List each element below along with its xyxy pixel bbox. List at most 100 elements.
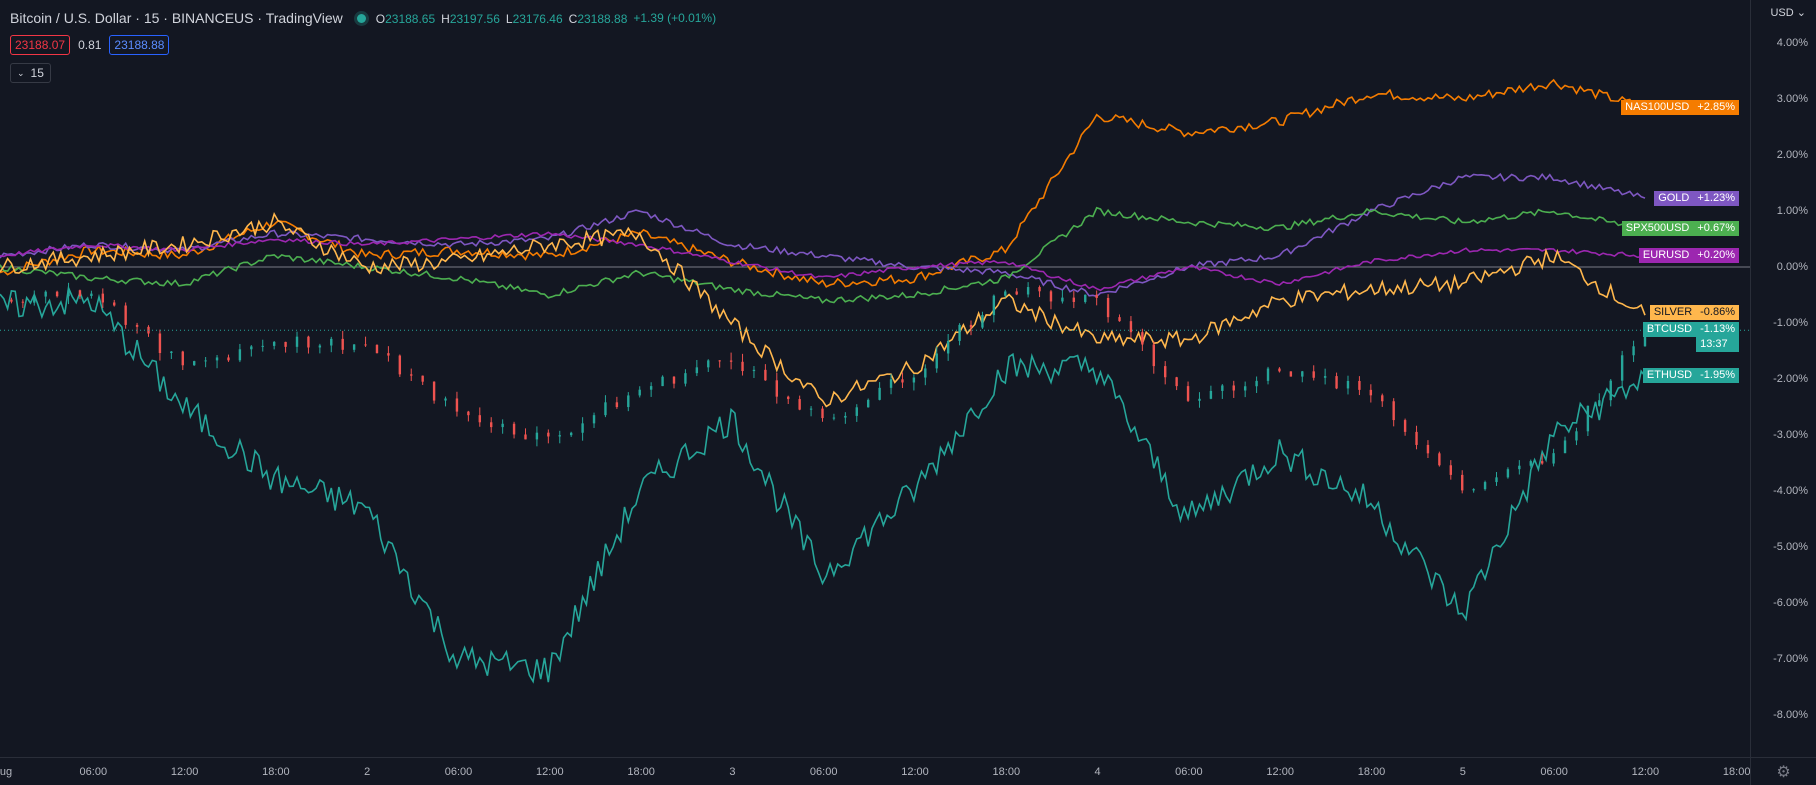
time-tick: 12:00 [901,766,929,778]
symbol-name: NAS100USD [1621,100,1694,115]
candle-body [1049,291,1053,302]
candle-body [1358,380,1361,390]
candle-body [1461,474,1464,491]
candle-body [1038,287,1041,292]
candle-body [21,301,25,303]
symbol-badge-spx500usd[interactable]: SPX500USD +0.67% [1621,221,1739,236]
candle-body [1586,405,1590,432]
market-status-icon [356,13,366,23]
candle-body [1072,297,1076,302]
candle-body [1141,332,1144,345]
candle-body [1369,389,1373,396]
candle-body [969,324,973,328]
candle-body [193,361,196,366]
candle-body [1106,297,1110,318]
ohlc-value: 23176.46 [512,12,563,26]
candle-body [1632,346,1635,356]
candle-body [535,432,539,440]
candle-body [1232,385,1235,391]
candle-body [55,291,59,297]
candle-body [821,408,824,419]
candle-body [44,291,47,297]
candle-body [1609,380,1612,401]
price-tick: -4.00% [1773,485,1808,497]
candle-body [1529,461,1532,466]
candle-body [524,434,527,440]
candle-body [1495,477,1498,483]
price-tick: 2.00% [1776,149,1808,161]
symbol-value: -0.86% [1696,305,1739,320]
ohlc-key: C [568,12,578,26]
price-scale[interactable]: USD ⌄ 4.00% 3.00% 2.00% 1.00% 0.00% -1.00% -2.… [1750,0,1816,757]
chevron-down-icon: ⌄ [1793,7,1806,19]
candle-body [684,373,687,384]
bar-countdown: 13:37 [1700,338,1728,350]
candle-body [375,344,379,354]
candle-body [1403,420,1407,432]
buy-price-button[interactable]: 23188.88 [109,35,170,55]
series-line-gold [0,172,1646,298]
price-tick: -3.00% [1773,429,1808,441]
candle-body [1118,317,1121,322]
candle-body [10,299,13,302]
settings-gear-icon[interactable]: ⚙ [1750,757,1816,785]
price-tick: -8.00% [1773,709,1808,721]
comparison-chart[interactable] [0,0,1750,757]
candle-body [764,369,767,381]
candle-body [135,324,139,327]
symbol-badge-eurusd[interactable]: EURUSD +0.20% [1638,248,1739,263]
candle-body [455,398,459,412]
candle-body [352,344,356,350]
time-tick: 18:00 [1357,766,1386,778]
candle-body [775,380,779,397]
symbol-name: BTCUSD [1642,322,1697,337]
sell-price-button[interactable]: 23188.07 [10,35,71,55]
series-line-silver [0,211,1646,408]
interval-toggle[interactable]: ⌄ 15 [10,63,51,83]
symbol-badge-ethusd[interactable]: ETHUSD -1.95% [1642,368,1739,383]
time-tick: 18:00 [1722,766,1751,778]
candle-body [866,399,870,408]
candle-body [1095,294,1098,298]
candle-body [638,389,641,396]
symbol-value: -1.13% 13:37 [1696,322,1739,352]
candle-body [672,376,676,384]
candle-body [1540,461,1544,464]
candle-body [478,415,481,423]
candle-body [844,415,847,418]
candle-body [1129,321,1133,333]
candle-body [101,293,105,303]
candle-body [318,345,322,348]
time-scale[interactable]: ug 06:00 12:00 18:00 2 06:00 12:00 18:00 3 06:00 1… [0,757,1750,785]
symbol-title[interactable]: Bitcoin / U.S. Dollar · 15 · BINANCEUS ·… [10,10,343,26]
candle-body [627,395,630,408]
time-tick: 18:00 [992,766,1021,778]
time-tick: 06:00 [1540,766,1568,778]
candle-body [1438,453,1441,466]
candle-body [1243,386,1247,391]
candle-body [752,369,756,372]
price-tick: -7.00% [1773,653,1808,665]
candle-body [113,302,116,306]
candle-body [935,353,938,369]
candle-body [410,374,413,376]
time-tick: 06:00 [444,766,473,778]
symbol-badge-nas100usd[interactable]: NAS100USD +2.85% [1621,100,1739,115]
candle-body [547,432,550,437]
symbol-legend: Bitcoin / U.S. Dollar · 15 · BINANCEUS ·… [10,10,716,26]
currency-selector[interactable]: USD ⌄ [1770,7,1806,19]
symbol-badge-btcusd[interactable]: BTCUSD -1.13% 13:37 [1642,322,1739,352]
price-tick: -6.00% [1773,597,1808,609]
candle-body [78,290,82,297]
candle-body [729,360,733,362]
candle-body [1346,380,1350,389]
candle-body [958,324,961,341]
symbol-badge-silver[interactable]: SILVER -0.86% [1649,305,1739,320]
chart-pane[interactable]: Bitcoin / U.S. Dollar · 15 · BINANCEUS ·… [0,0,1750,757]
ohlc-key: H [441,12,450,26]
candle-body [981,315,984,328]
candle-body [1426,444,1430,454]
candle-body [1301,371,1304,377]
symbol-badge-gold[interactable]: GOLD +1.23% [1654,191,1739,206]
series-line-nas100usd [0,78,1646,288]
